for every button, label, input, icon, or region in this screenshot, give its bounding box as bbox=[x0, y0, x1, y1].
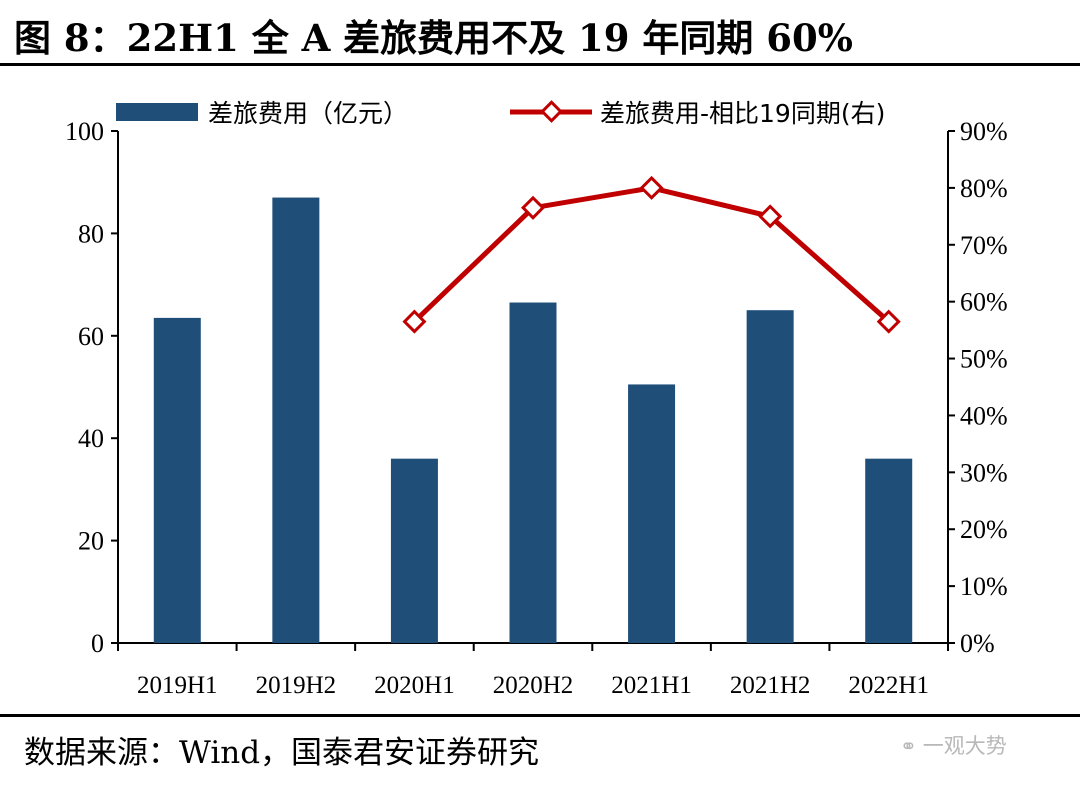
right-tick-label: 30% bbox=[960, 458, 1008, 487]
line-point-2021H1 bbox=[639, 175, 664, 200]
tick-labels: 0 20 40 60 80 100 0% 10% 20% 30% 40% 50% 60% 70% 80% 90… bbox=[65, 117, 1008, 699]
left-tick-label: 40 bbox=[78, 424, 104, 453]
chart-title: 图 8：22H1 全 A 差旅费用不及 19 年同期 60% bbox=[14, 16, 853, 60]
left-tick-label: 60 bbox=[78, 322, 104, 351]
bar-2021H1 bbox=[628, 384, 676, 643]
left-tick-label: 80 bbox=[78, 219, 104, 248]
x-tick-label: 2019H2 bbox=[256, 672, 337, 699]
right-tick-label: 50% bbox=[960, 345, 1008, 374]
bar-2019H1 bbox=[153, 317, 201, 643]
line-point-2022H1 bbox=[876, 309, 901, 334]
x-tick-label: 2021H2 bbox=[730, 672, 811, 699]
watermark-text: 一观大势 bbox=[922, 734, 1007, 758]
x-tick-label: 2022H1 bbox=[848, 672, 929, 699]
line-point-2020H2 bbox=[520, 195, 546, 220]
right-tick-label: 90% bbox=[960, 117, 1008, 146]
watermark: ⚭ 一观大势 bbox=[900, 730, 1007, 760]
legend-bar-swatch bbox=[116, 103, 198, 121]
right-tick-label: 20% bbox=[960, 515, 1008, 544]
right-tick-label: 80% bbox=[960, 174, 1008, 203]
line-point-2020H1 bbox=[402, 309, 427, 334]
right-tick-label: 10% bbox=[960, 572, 1008, 601]
left-tick-label: 20 bbox=[78, 527, 104, 556]
x-tick-label: 2020H2 bbox=[493, 672, 574, 699]
bar-2021H2 bbox=[746, 310, 794, 643]
x-tick-label: 2020H1 bbox=[374, 672, 455, 699]
legend-line-marker bbox=[540, 100, 563, 123]
right-tick-label: 70% bbox=[960, 231, 1008, 260]
left-tick-label: 0 bbox=[91, 629, 104, 658]
bar-2019H2 bbox=[272, 197, 320, 643]
wechat-icon: ⚭ bbox=[900, 734, 917, 758]
bar-2022H1 bbox=[865, 458, 913, 643]
chart: 差旅费用（亿元） 差旅费用-相比19同期(右) 0 20 40 60 80 100 0% 10… bbox=[65, 99, 1008, 699]
bar-series bbox=[153, 197, 913, 643]
bar-2020H1 bbox=[390, 458, 438, 643]
legend-line-label: 差旅费用-相比19同期(右) bbox=[600, 99, 885, 128]
source-note: 数据来源：Wind，国泰君安证券研究 bbox=[24, 735, 540, 771]
right-tick-label: 40% bbox=[960, 401, 1008, 430]
legend: 差旅费用（亿元） 差旅费用-相比19同期(右) bbox=[116, 99, 885, 128]
right-tick-label: 0% bbox=[960, 629, 995, 658]
right-tick-label: 60% bbox=[960, 288, 1008, 317]
footer-divider bbox=[0, 714, 1080, 717]
x-tick-label: 2019H1 bbox=[137, 672, 218, 699]
title-divider bbox=[0, 63, 1080, 66]
bar-2020H2 bbox=[509, 302, 557, 643]
left-tick-label: 100 bbox=[65, 117, 104, 146]
line-series bbox=[402, 175, 901, 334]
x-tick-label: 2021H1 bbox=[611, 672, 692, 699]
legend-bar-label: 差旅费用（亿元） bbox=[208, 99, 408, 128]
line-path bbox=[412, 185, 891, 324]
line-point-2021H2 bbox=[758, 204, 783, 229]
